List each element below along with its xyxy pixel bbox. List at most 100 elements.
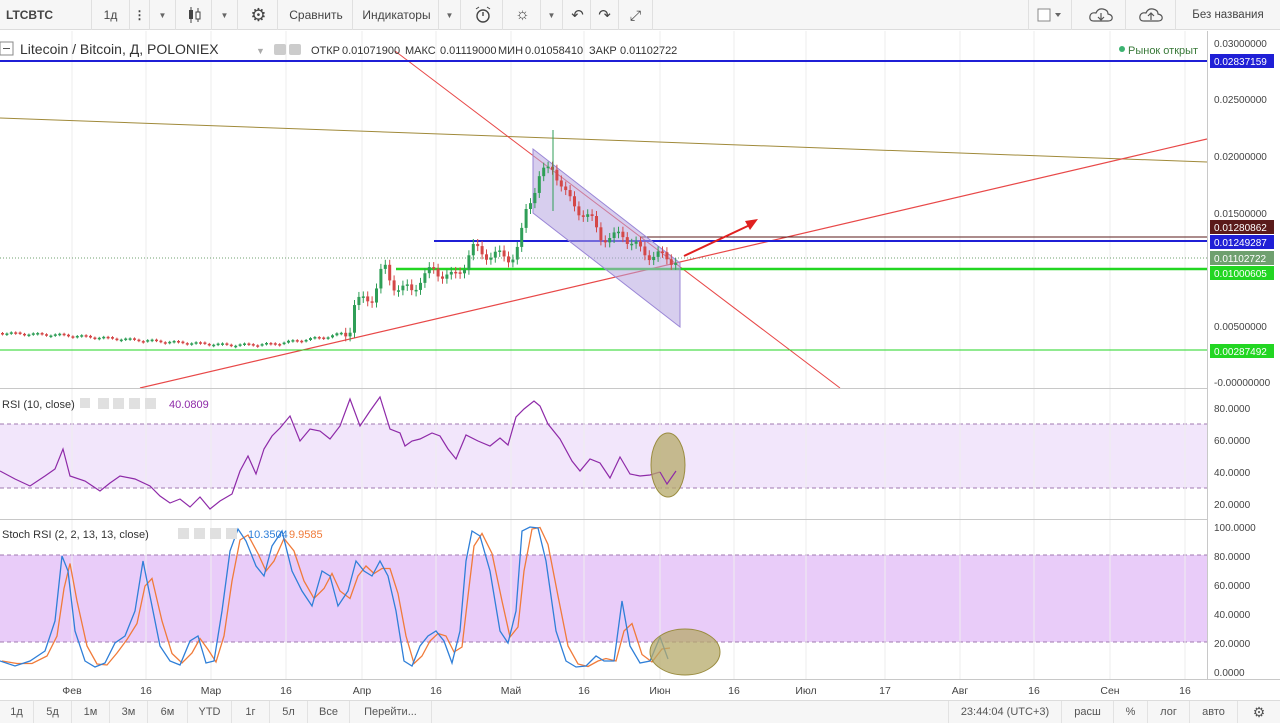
bulb-icon[interactable]: ☼ <box>505 0 541 30</box>
price-badge-text: 0.01249287 <box>1214 238 1267 249</box>
add-icon[interactable] <box>210 528 221 539</box>
candles-icon[interactable] <box>178 0 212 30</box>
candle-body <box>621 231 625 238</box>
range-5y[interactable]: 5л <box>270 701 308 723</box>
low-value: 0.01058410 <box>525 45 583 57</box>
session-toggle[interactable]: расш <box>1062 701 1114 723</box>
candle-body <box>89 335 92 338</box>
cloud-save-icon[interactable] <box>1126 0 1176 30</box>
candle-body <box>53 334 57 336</box>
range-all[interactable]: Все <box>308 701 350 723</box>
candle-body <box>137 339 141 342</box>
trendline-olive[interactable] <box>0 117 1207 163</box>
chart-type-chevron-icon[interactable]: ▼ <box>212 0 238 30</box>
chevron-down-icon[interactable]: ▼ <box>256 46 265 56</box>
candle-body <box>493 251 497 258</box>
log-toggle[interactable]: лог <box>1148 701 1190 723</box>
candle-body <box>555 169 559 181</box>
range-5d[interactable]: 5д <box>34 701 72 723</box>
indicators-chevron-icon[interactable]: ▼ <box>439 0 461 30</box>
candle-body <box>322 337 326 340</box>
price-badge <box>1210 220 1274 234</box>
undo-icon[interactable]: ↶ <box>565 0 591 30</box>
time-axis-label: Июн <box>649 685 670 697</box>
compare-button[interactable]: Сравнить <box>280 0 353 30</box>
close-value: 0.01102722 <box>620 45 677 57</box>
eye-icon[interactable] <box>274 44 286 55</box>
interval-button[interactable]: 1д <box>92 0 130 30</box>
candle-body <box>146 340 150 342</box>
gear-icon[interactable]: ⚙ <box>240 0 278 30</box>
candle-body <box>397 290 400 292</box>
time-axis-label: Авг <box>952 685 969 697</box>
candle-body <box>542 167 546 177</box>
eye-icon[interactable] <box>98 398 109 409</box>
range-1m[interactable]: 1м <box>72 701 110 723</box>
candle-body <box>40 333 44 335</box>
percent-toggle[interactable]: % <box>1114 701 1148 723</box>
candle-body <box>652 256 656 261</box>
chevron-down-icon[interactable]: ▼ <box>150 0 176 30</box>
eye-icon[interactable] <box>178 528 189 539</box>
symbol-search[interactable]: LTCBTC <box>0 0 92 30</box>
candle-body <box>199 342 202 344</box>
candle-body <box>427 267 431 274</box>
chevron-down-icon[interactable] <box>80 398 90 408</box>
auto-toggle[interactable]: авто <box>1190 701 1238 723</box>
timezone-clock[interactable]: 23:44:04 (UTC+3) <box>948 701 1062 723</box>
candle-body <box>590 214 594 217</box>
candle-body <box>625 237 629 244</box>
candle-body <box>102 336 106 339</box>
redo-icon[interactable]: ↷ <box>591 0 619 30</box>
square-icon[interactable] <box>1028 0 1072 30</box>
stoch-highlight-ellipse[interactable] <box>649 628 721 676</box>
close-icon[interactable] <box>226 528 237 539</box>
candle-body <box>128 338 132 340</box>
time-axis-label: Июл <box>795 685 816 697</box>
candle-body <box>617 231 620 234</box>
range-1d[interactable]: 1д <box>0 701 34 723</box>
arrow-forecast[interactable] <box>683 223 753 257</box>
interval-menu-icon[interactable]: ⋮ <box>130 0 150 30</box>
price-badge <box>1210 251 1274 265</box>
range-ytd[interactable]: YTD <box>188 701 232 723</box>
candle-body <box>287 340 290 343</box>
fullscreen-icon[interactable]: ⤢ <box>619 0 653 30</box>
range-3m[interactable]: 3м <box>110 701 148 723</box>
candle-body <box>608 238 612 243</box>
candle-body <box>423 273 427 283</box>
candle-body <box>454 271 458 274</box>
rsi-value: 40.0809 <box>169 399 209 411</box>
candle-body <box>23 333 26 336</box>
price-badge-text: 0.01102722 <box>1214 254 1267 265</box>
time-axis-label: 16 <box>578 685 590 697</box>
close-icon[interactable] <box>145 398 156 409</box>
cloud-load-icon[interactable] <box>1076 0 1126 30</box>
range-6m[interactable]: 6м <box>148 701 188 723</box>
settings-icon[interactable] <box>194 528 205 539</box>
indicators-button[interactable]: Индикаторы <box>355 0 439 30</box>
settings-icon[interactable] <box>289 44 301 55</box>
stoch-title[interactable]: Stoch RSI (2, 2, 13, 13, close) <box>2 529 149 541</box>
alert-icon[interactable] <box>463 0 503 30</box>
settings-icon[interactable] <box>113 398 124 409</box>
stoch-tick: 100.0000 <box>1214 523 1256 534</box>
rsi-highlight-ellipse[interactable] <box>650 432 686 498</box>
candle-body <box>84 335 88 337</box>
candle-body <box>326 337 330 339</box>
goto-date-button[interactable]: Перейти... <box>350 701 432 723</box>
chart-area[interactable]: 0.03000000 0.02500000 0.02000000 0.01500… <box>0 31 1280 700</box>
ideas-chevron-icon[interactable]: ▼ <box>541 0 563 30</box>
candle-body <box>14 332 18 334</box>
symbol-title[interactable]: Litecoin / Bitcoin, Д, POLONIEX <box>20 41 219 57</box>
rsi-title[interactable]: RSI (10, close) <box>2 399 75 411</box>
price-badge <box>1210 235 1274 249</box>
candle-body <box>97 337 101 340</box>
time-axis-label: 16 <box>140 685 152 697</box>
add-icon[interactable] <box>129 398 140 409</box>
range-1y[interactable]: 1г <box>232 701 270 723</box>
layout-name-button[interactable]: Без названия <box>1192 9 1264 21</box>
candle-body <box>251 344 255 346</box>
candle-body <box>45 334 48 336</box>
gear-icon[interactable]: ⚙ <box>1252 703 1266 720</box>
